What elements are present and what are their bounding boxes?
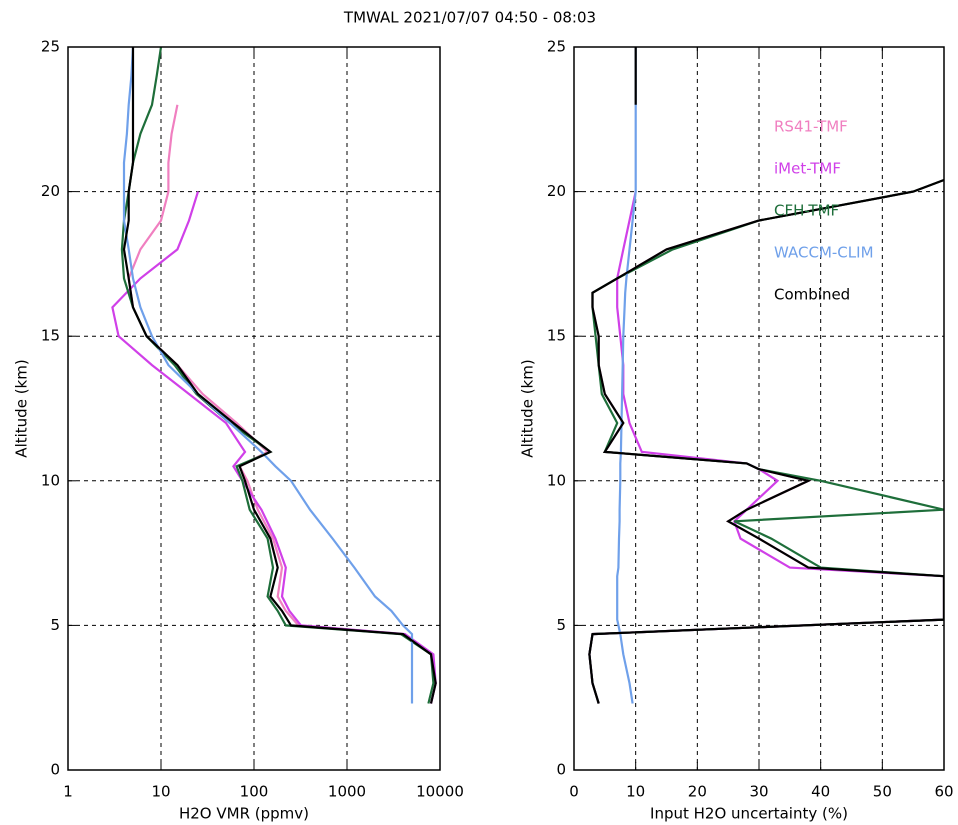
plot-frame (573, 46, 945, 771)
x-tick-label: 1 (63, 783, 73, 801)
x-tick-label: 20 (688, 783, 707, 801)
y-axis-label: Altitude (km) (519, 359, 537, 457)
x-tick-label: 0 (569, 783, 579, 801)
y-tick-label: 0 (50, 761, 60, 779)
x-tick-label: 60 (934, 783, 953, 801)
legend-entry: Combined (774, 286, 850, 304)
profile-line (588, 47, 944, 704)
x-tick-label: 1000 (328, 783, 366, 801)
y-tick-label: 20 (41, 182, 60, 200)
legend-entry: CFH-TMF (774, 202, 839, 220)
profile-line (122, 47, 437, 704)
y-tick-label: 10 (547, 471, 566, 489)
legend-entry: WACCM-CLIM (774, 244, 874, 262)
x-axis-label: H2O VMR (ppmv) (179, 805, 309, 823)
x-tick-label: 50 (873, 783, 892, 801)
y-tick-label: 10 (41, 471, 60, 489)
profile-line (616, 47, 637, 704)
x-tick-label: 10 (151, 783, 170, 801)
x-tick-label: 10 (626, 783, 645, 801)
x-tick-label: 40 (811, 783, 830, 801)
y-tick-label: 15 (41, 327, 60, 345)
y-tick-label: 15 (547, 327, 566, 345)
legend-entry: iMet-TMF (774, 160, 841, 178)
figure-title: TMWAL 2021/07/07 04:50 - 08:03 (343, 9, 596, 27)
y-tick-label: 25 (547, 38, 566, 56)
y-tick-label: 5 (50, 616, 60, 634)
y-tick-label: 5 (556, 616, 566, 634)
legend-entry: RS41-TMF (774, 118, 848, 136)
y-tick-label: 0 (556, 761, 566, 779)
x-axis-label: Input H2O uncertainty (%) (650, 805, 848, 823)
x-tick-label: 30 (749, 783, 768, 801)
x-tick-label: 10000 (416, 783, 464, 801)
plot-frame (67, 46, 441, 771)
y-tick-label: 20 (547, 182, 566, 200)
y-tick-label: 25 (41, 38, 60, 56)
x-tick-label: 100 (240, 783, 269, 801)
y-axis-label: Altitude (km) (13, 359, 31, 457)
profile-line (122, 47, 414, 704)
